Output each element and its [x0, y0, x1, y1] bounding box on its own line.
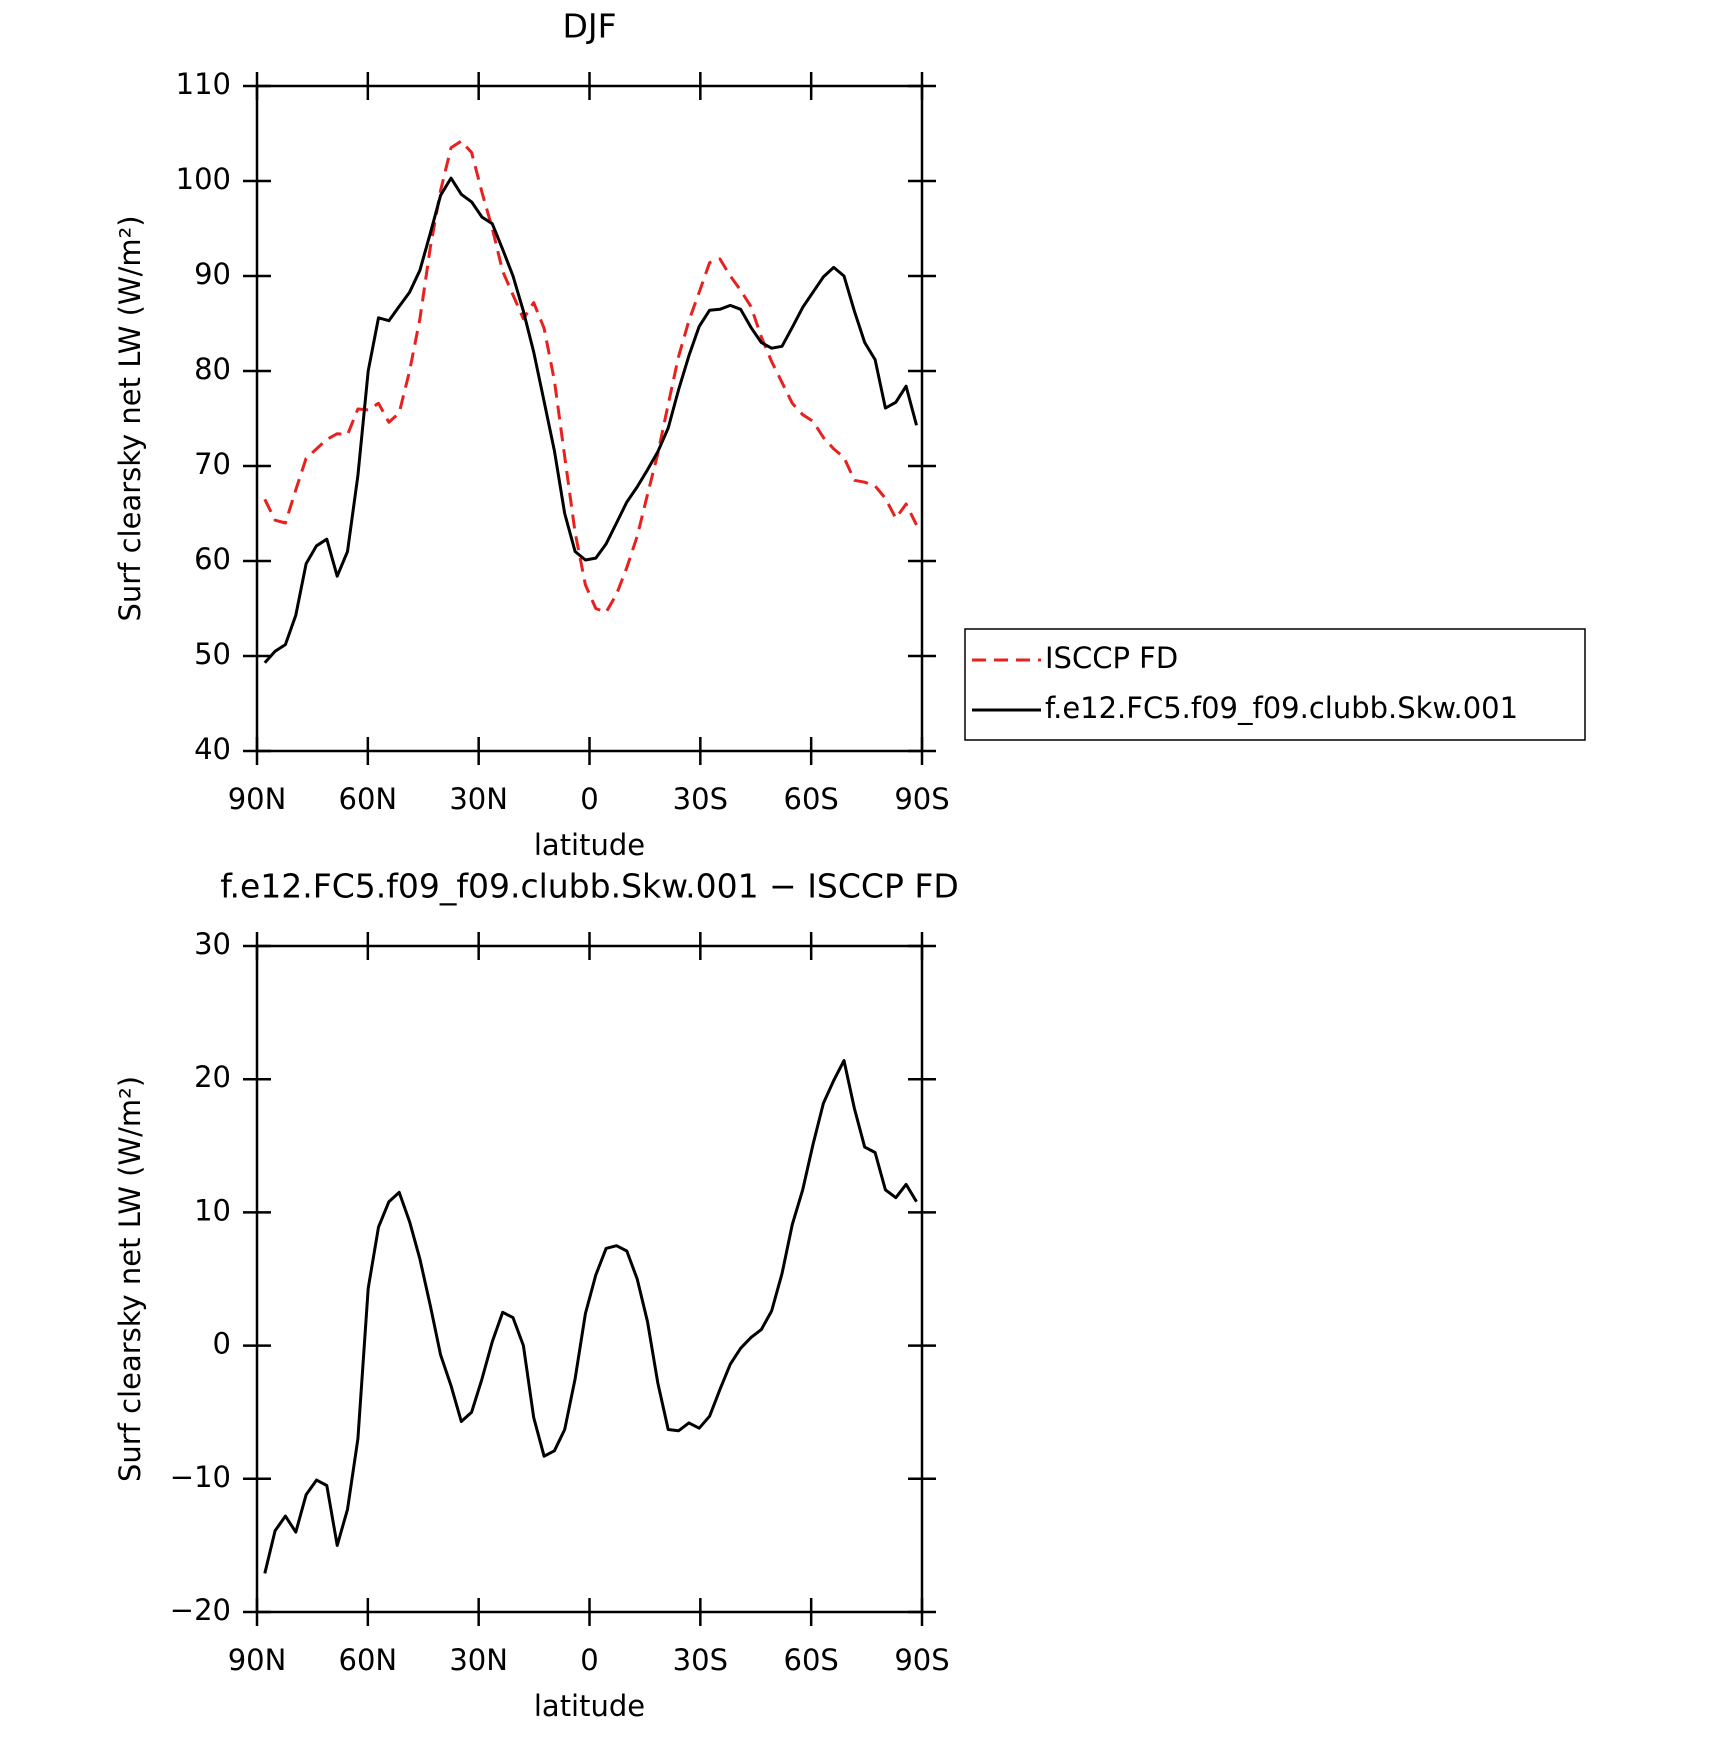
- data-line: [263, 176, 918, 664]
- x-tick-label: 90S: [894, 1643, 949, 1677]
- y-tick-label: 80: [194, 352, 231, 386]
- x-tick-label: 0: [580, 782, 598, 816]
- chart-title: f.e12.FC5.f09_f09.clubb.Skw.001 − ISCCP …: [220, 867, 959, 906]
- plot-frame: [255, 84, 924, 753]
- x-tick-label: 30N: [449, 1643, 508, 1677]
- y-axis-label: Surf clearsky net LW (W/m²): [113, 1076, 147, 1482]
- y-tick-label: 90: [194, 257, 231, 291]
- plot-frame: [255, 944, 924, 1614]
- chart-title: DJF: [562, 7, 616, 46]
- legend-label: ISCCP FD: [1045, 641, 1178, 675]
- x-tick-label: 90N: [228, 782, 287, 816]
- y-tick-label: 50: [194, 637, 231, 671]
- x-tick-label: 60N: [339, 782, 398, 816]
- x-tick-label: 0: [580, 1643, 598, 1677]
- y-tick-label: 10: [194, 1193, 231, 1227]
- y-tick-label: 110: [176, 67, 231, 101]
- y-tick-label: −10: [170, 1460, 231, 1494]
- x-axis-label: latitude: [534, 1689, 645, 1723]
- x-tick-label: 30S: [673, 782, 728, 816]
- y-tick-label: 0: [213, 1327, 231, 1361]
- y-tick-label: 100: [176, 162, 231, 196]
- y-tick-label: 70: [194, 447, 231, 481]
- y-axis-label: Surf clearsky net LW (W/m²): [113, 215, 147, 621]
- data-line: [263, 139, 918, 614]
- x-tick-label: 90N: [228, 1643, 287, 1677]
- x-tick-label: 60S: [784, 1643, 839, 1677]
- y-tick-label: 30: [194, 927, 231, 961]
- y-tick-label: 20: [194, 1060, 231, 1094]
- x-axis-label: latitude: [534, 828, 645, 862]
- x-tick-label: 90S: [894, 782, 949, 816]
- legend-box: [964, 628, 1586, 741]
- y-tick-label: 60: [194, 542, 231, 576]
- y-tick-label: 40: [194, 732, 231, 766]
- x-tick-label: 30N: [449, 782, 508, 816]
- x-tick-label: 60N: [339, 1643, 398, 1677]
- x-tick-label: 30S: [673, 1643, 728, 1677]
- x-tick-label: 60S: [784, 782, 839, 816]
- y-tick-label: −20: [170, 1593, 231, 1627]
- data-line: [263, 1059, 918, 1574]
- legend-label: f.e12.FC5.f09_f09.clubb.Skw.001: [1045, 691, 1518, 725]
